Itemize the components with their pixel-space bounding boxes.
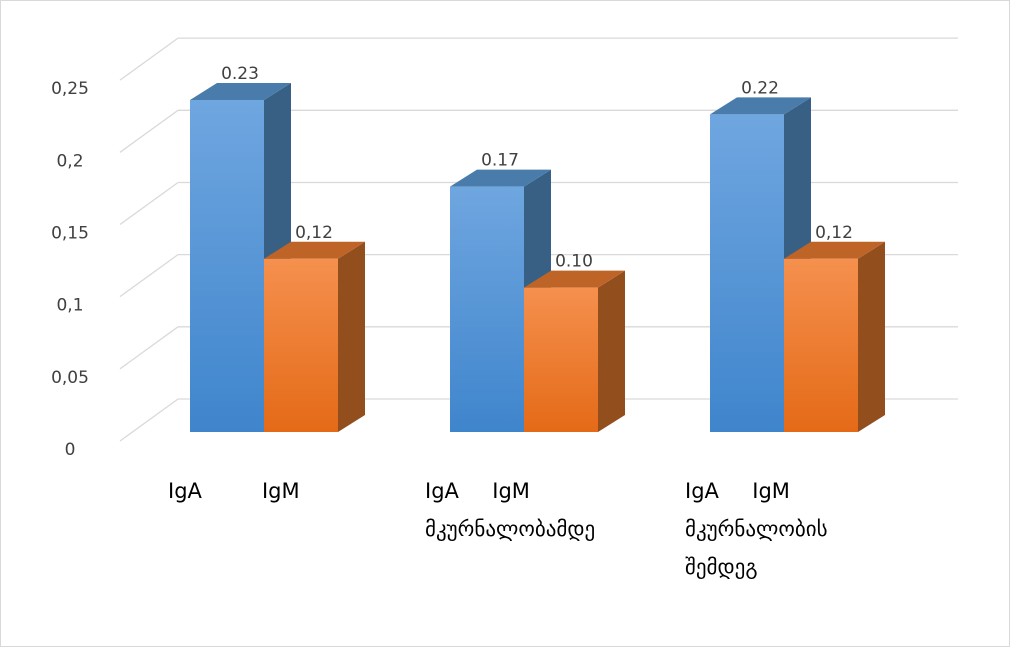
data-label: 0,12 — [295, 223, 333, 243]
x-tick-label: IgA IgM მკურნალობის შემდეგ — [685, 479, 828, 579]
x-tick-label: IgA IgM — [168, 479, 300, 503]
grid-line — [119, 109, 179, 153]
data-label: 0.22 — [741, 78, 779, 98]
bar — [264, 241, 365, 432]
data-label: 0.17 — [481, 151, 519, 171]
bar-side — [598, 270, 625, 432]
grid-line — [119, 398, 179, 442]
bar-front — [710, 114, 784, 432]
bar-side — [338, 241, 365, 432]
bar-top — [190, 83, 291, 100]
y-tick-label: 0,2 — [56, 151, 83, 171]
bar-top — [524, 270, 625, 288]
y-tick-label: 0 — [65, 440, 76, 460]
x-tick-label: IgA IgM მკურნალობამდე — [425, 479, 595, 541]
data-label: 0.23 — [221, 64, 259, 84]
grid-line — [119, 326, 179, 370]
bar-front — [264, 258, 338, 432]
data-label: 0.10 — [555, 252, 593, 272]
bar-top — [264, 241, 365, 259]
y-tick-label: 0,25 — [51, 79, 89, 99]
bar-front — [524, 287, 598, 432]
grid-line — [119, 254, 179, 298]
bar-front — [190, 100, 264, 432]
bar-front — [450, 186, 524, 432]
bar-top — [450, 169, 551, 187]
grid-line — [119, 181, 179, 226]
y-tick-label: 0,05 — [51, 368, 89, 388]
bar — [784, 241, 885, 432]
bar-top — [710, 97, 811, 115]
bar-side — [858, 241, 885, 432]
bar — [524, 270, 625, 432]
y-tick-label: 0,1 — [56, 296, 83, 316]
y-tick-label: 0,15 — [51, 223, 89, 243]
bar-top — [784, 241, 885, 259]
bar-front — [784, 258, 858, 432]
data-label: 0,12 — [815, 223, 853, 243]
grid-line — [119, 37, 179, 81]
